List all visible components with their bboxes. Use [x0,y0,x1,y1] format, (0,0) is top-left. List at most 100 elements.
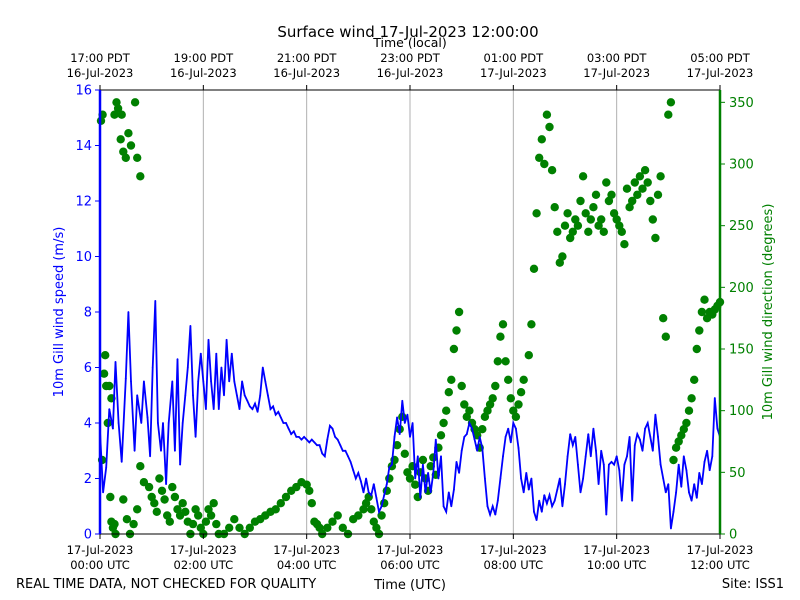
speed-point [553,499,556,502]
speed-point [146,416,149,419]
speed-point [391,463,393,466]
speed-point [489,513,491,516]
speed-point [233,380,236,383]
speed-point [149,455,152,458]
speed-point [414,477,417,480]
right-axis-ticks: 0 50 100 150 200 250 300 350 [720,96,754,543]
direction-point [338,523,347,532]
speed-point [105,466,108,469]
direction-point [586,215,595,224]
speed-point [383,494,386,496]
speed-point [628,436,631,438]
speed-point [551,505,553,508]
speed-point [323,455,326,458]
direction-point [589,203,598,212]
left-tick-label: 2 [84,472,92,487]
speed-point [321,452,324,455]
direction-point [491,381,500,391]
direction-point [578,172,588,181]
direction-point [540,159,549,169]
bottom-tick-time: 10:00 UTC [587,558,647,572]
direction-point [206,511,216,520]
direction-point [113,104,123,113]
direction-point [465,406,474,415]
right-tick-label: 150 [729,343,754,358]
right-tick-label: 0 [729,528,737,543]
direction-point [630,178,639,187]
top-tick-date: 16-Jul-2023 [67,66,134,80]
speed-point [657,436,659,438]
speed-point [641,449,644,452]
speed-point [558,477,561,480]
left-tick-label: 12 [75,195,92,210]
direction-point [411,480,420,489]
direction-point [659,314,668,323]
speed-point [136,394,139,397]
speed-point [269,408,272,410]
direction-point [188,519,198,529]
speed-point [308,441,311,444]
direction-point [133,153,142,162]
speed-point [251,408,254,410]
speed-point [623,463,626,466]
direction-point [651,233,660,243]
direction-point [493,357,502,366]
direction-point [664,110,673,119]
left-tick-label: 6 [84,361,92,376]
speed-point [243,394,246,397]
speed-point [344,449,347,452]
direction-point [602,178,611,187]
speed-point [277,411,280,413]
speed-point [236,394,238,397]
speed-point [370,494,373,496]
speed-point [331,427,334,430]
direction-point [519,375,528,384]
grid-lines [202,90,618,534]
speed-point [215,352,218,355]
direction-point [418,455,428,465]
speed-point [205,408,207,410]
speed-point [574,436,577,438]
bottom-tick-time: 12:00 UTC [690,558,750,572]
speed-point [419,497,422,499]
speed-point [127,311,130,313]
direction-point [136,172,145,181]
direction-point [122,515,132,524]
direction-point [682,418,691,428]
direction-point [110,519,119,529]
chart-title: Surface wind 17-Jul-2023 12:00:00 [277,23,538,41]
speed-point [517,447,520,449]
top-tick-time: 05:00 PDT [690,51,751,65]
speed-point [672,510,675,513]
speed-point [646,422,649,424]
speed-point [186,366,189,369]
speed-point [347,455,349,458]
speed-point [352,469,355,472]
speed-point [515,427,517,430]
speed-point [285,422,287,424]
speed-point [303,436,305,438]
speed-point [354,477,357,480]
speed-point [651,449,654,452]
speed-point [680,485,683,488]
speed-point [662,477,665,480]
direction-point [558,252,567,261]
speed-point [367,491,370,494]
speed-point [445,510,448,513]
speed-point [633,444,636,447]
direction-point [560,221,570,230]
speed-point [192,394,194,397]
speed-point [329,424,331,427]
direction-point [695,326,704,335]
speed-point [582,477,584,480]
direction-point [617,227,626,236]
direction-point [690,375,699,384]
direction-point [573,221,583,230]
speed-point [313,441,316,444]
speed-point [336,438,339,441]
speed-point [160,449,162,452]
direction-point [449,344,459,354]
left-tick-label: 14 [75,139,92,154]
direction-point [121,153,130,162]
direction-point [527,320,536,329]
